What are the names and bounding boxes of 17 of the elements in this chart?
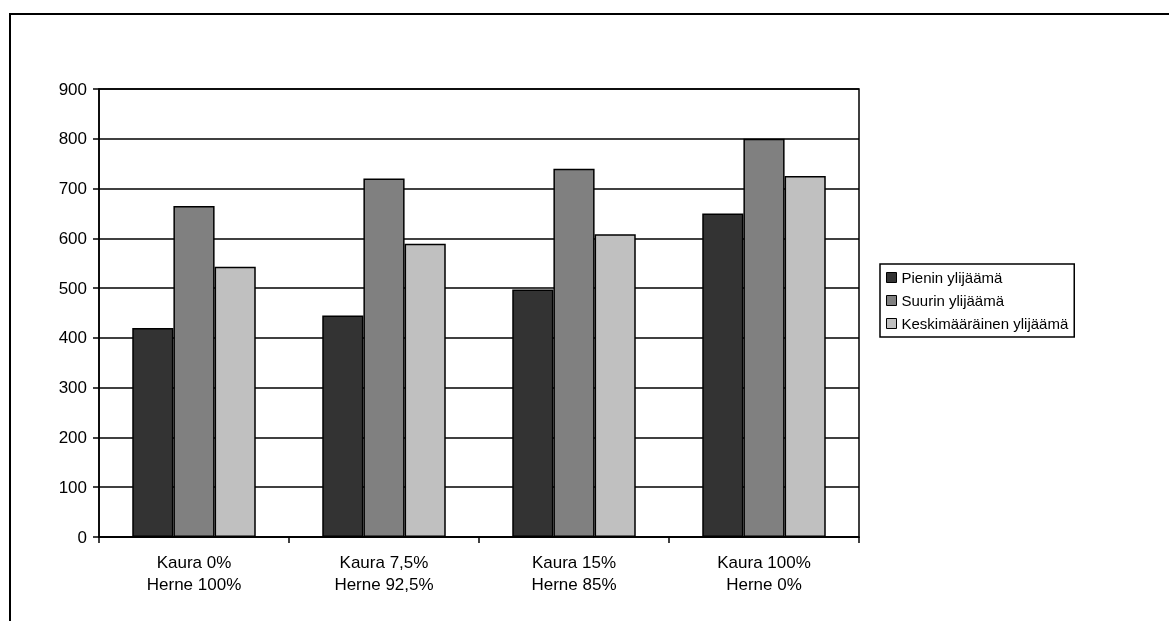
x-tick-label: Kaura 0% Herne 100% [146, 552, 242, 594]
y-tick-label: 0 [77, 527, 87, 547]
y-tick-label: 500 [58, 278, 87, 298]
legend-label: Pienin ylijäämä [901, 269, 1004, 286]
legend-label: Suurin ylijäämä [901, 292, 1005, 309]
y-tick-label: 700 [58, 179, 87, 199]
y-tick-label: 100 [58, 477, 87, 497]
y-tick-label: 300 [58, 378, 87, 398]
y-tick-label: 600 [58, 228, 87, 248]
x-tick-label: Kaura 15% Herne 85% [531, 552, 617, 594]
y-tick-label: 200 [58, 427, 87, 447]
y-tick-label: 400 [58, 328, 87, 348]
y-tick-label: 800 [58, 129, 87, 149]
x-tick-label: Kaura 7,5% Herne 92,5% [334, 552, 434, 594]
legend-label: Keskimääräinen ylijäämä [901, 315, 1069, 332]
y-tick-label: 900 [58, 79, 87, 99]
x-tick-label: Kaura 100% Herne 0% [717, 552, 811, 594]
